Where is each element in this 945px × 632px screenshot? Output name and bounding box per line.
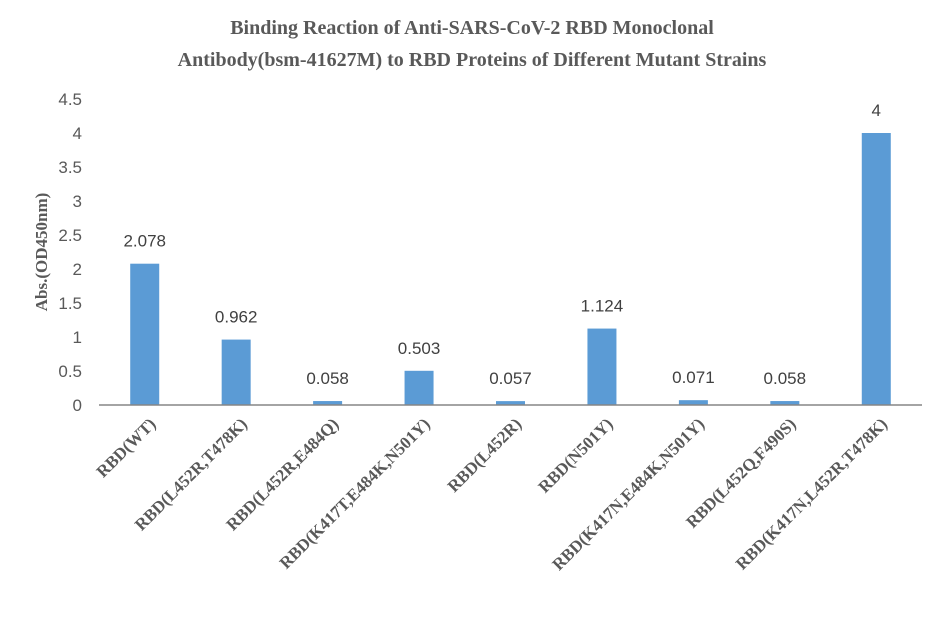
data-label: 0.962 xyxy=(215,308,258,327)
y-tick-label: 1 xyxy=(73,328,82,347)
x-tick-label: RBD(K417T,E484K,N501Y) xyxy=(276,414,434,572)
x-tick-label: RBD(L452R) xyxy=(444,414,526,496)
y-tick-label: 4.5 xyxy=(58,90,82,109)
bar xyxy=(496,401,525,405)
y-tick-label: 2 xyxy=(73,260,82,279)
y-tick-label: 0.5 xyxy=(58,362,82,381)
data-label: 0.503 xyxy=(398,339,441,358)
y-tick-label: 3.5 xyxy=(58,158,82,177)
y-tick-label: 1.5 xyxy=(58,294,82,313)
bar xyxy=(130,263,160,405)
bar xyxy=(770,401,800,405)
chart-title-line-1: Binding Reaction of Anti-SARS-CoV-2 RBD … xyxy=(230,17,714,39)
chart-title-line-2: Antibody(bsm-41627M) to RBD Proteins of … xyxy=(178,49,767,71)
bar xyxy=(587,328,617,405)
x-tick-label: RBD(N501Y) xyxy=(535,414,617,496)
bar xyxy=(678,400,708,405)
y-tick-label: 3 xyxy=(73,192,82,211)
x-tick-label: RBD(WT) xyxy=(93,414,160,481)
y-tick-label: 0 xyxy=(73,396,82,415)
data-label: 0.071 xyxy=(672,368,715,387)
bar xyxy=(221,339,251,405)
y-axis-label: Abs.(OD450nm) xyxy=(32,193,51,312)
bar xyxy=(404,370,434,405)
bar xyxy=(861,133,891,405)
data-label: 4 xyxy=(872,101,881,120)
y-tick-label: 2.5 xyxy=(58,226,82,245)
x-tick-label: RBD(K417N,E484K,N501Y) xyxy=(549,414,709,574)
bar xyxy=(313,401,343,405)
data-label: 2.078 xyxy=(123,232,166,251)
data-label: 0.058 xyxy=(306,369,349,388)
data-label: 0.057 xyxy=(489,369,532,388)
data-label: 1.124 xyxy=(581,297,624,316)
y-tick-label: 4 xyxy=(73,124,82,143)
data-label: 0.058 xyxy=(764,369,807,388)
x-tick-label: RBD(K417N,L452R,T478K) xyxy=(732,414,891,573)
